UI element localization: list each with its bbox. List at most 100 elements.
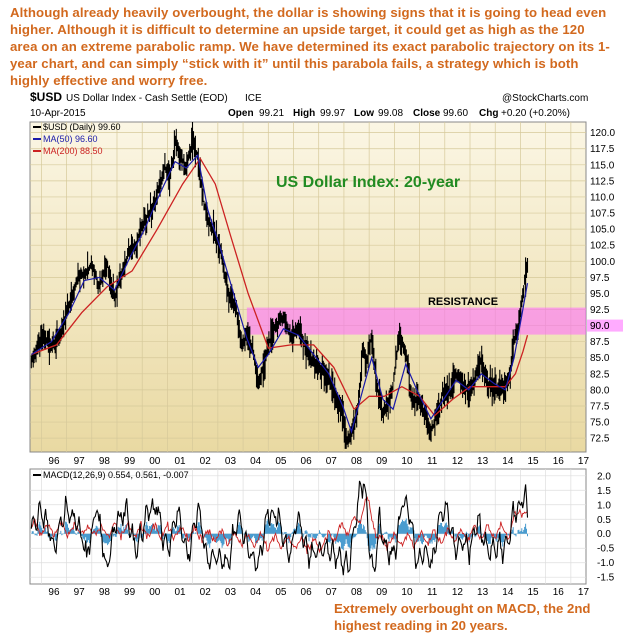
x-tick-label: 97: [74, 456, 86, 467]
macd-x-tick-label: 13: [477, 587, 489, 598]
footnote-text: Extremely overbought on MACD, the 2nd hi…: [334, 601, 591, 633]
macd-x-tick-label: 12: [452, 587, 464, 598]
y-tick-label: 115.0: [590, 160, 615, 171]
macd-x-tick-label: 00: [149, 587, 161, 598]
low-label: Low: [354, 108, 374, 119]
chart-title: US Dollar Index: 20-year: [276, 174, 460, 191]
x-tick-label: 98: [99, 456, 111, 467]
date-label: 10-Apr-2015: [30, 108, 86, 119]
close-label: Close: [413, 108, 441, 119]
x-tick-label: 00: [149, 456, 161, 467]
x-tick-label: 01: [174, 456, 186, 467]
x-tick-label: 02: [200, 456, 212, 467]
y-tick-label: 72.5: [590, 434, 610, 445]
macd-x-tick-label: 99: [124, 587, 136, 598]
macd-x-tick-label: 08: [351, 587, 363, 598]
y-tick-label: 85.0: [590, 353, 610, 364]
macd-x-tick-label: 02: [200, 587, 212, 598]
x-tick-label: 15: [527, 456, 539, 467]
x-tick-label: 04: [250, 456, 262, 467]
macd-x-tick-label: 10: [401, 587, 413, 598]
ma200-line: [31, 157, 529, 417]
exchange-label: ICE: [245, 93, 262, 104]
x-tick-label: 10: [401, 456, 413, 467]
macd-y-tick-label: 2.0: [597, 471, 611, 482]
macd-legend-label: MACD(12,26,9) 0.554, 0.561, -0.007: [43, 470, 189, 480]
x-tick-label: 07: [326, 456, 338, 467]
x-tick-label: 09: [376, 456, 388, 467]
close-value: 99.60: [443, 108, 468, 119]
macd-x-tick-label: 03: [225, 587, 237, 598]
macd-x-tick-label: 97: [74, 587, 86, 598]
macd-panel: -1.5 -1.0 -0.5 0.0 0.5 1.0 1.5 2.0 96 97 98 99 00 01…: [29, 468, 615, 598]
y-tick-label: 110.0: [590, 192, 615, 203]
y-tick-label: 120.0: [590, 128, 615, 139]
macd-panel-background: [29, 468, 587, 585]
macd-x-tick-label: 96: [48, 587, 60, 598]
y-tick-label: 105.0: [590, 225, 615, 236]
y-tick-label: 107.5: [590, 209, 615, 220]
y-tick-label: 117.5: [590, 144, 615, 155]
y-tick-label: 100.0: [590, 257, 615, 268]
macd-x-tick-label: 06: [301, 587, 313, 598]
x-tick-label: 16: [553, 456, 565, 467]
macd-x-tick-label: 04: [250, 587, 262, 598]
open-label: Open: [228, 108, 254, 119]
chg-label: Chg: [479, 108, 498, 119]
price-panel-background: [29, 121, 587, 453]
last-value-tag-label: 90.0: [590, 321, 610, 332]
last-value-tag: [587, 319, 623, 332]
open-value: 99.21: [259, 108, 284, 119]
y-tick-label: 87.5: [590, 337, 610, 348]
caption-text: Although already heavily overbought, the…: [10, 5, 610, 88]
low-value: 99.08: [378, 108, 403, 119]
high-label: High: [293, 108, 315, 119]
x-tick-label: 17: [578, 456, 590, 467]
x-tick-label: 08: [351, 456, 363, 467]
high-value: 99.97: [320, 108, 345, 119]
x-tick-label: 11: [427, 456, 438, 467]
macd-x-tick-label: 16: [553, 587, 565, 598]
macd-x-tick-label: 11: [427, 587, 438, 598]
x-tick-label: 12: [452, 456, 464, 467]
macd-x-tick-label: 17: [578, 587, 590, 598]
x-tick-label: 03: [225, 456, 237, 467]
y-tick-label: 75.0: [590, 418, 610, 429]
macd-y-tick-label: 0.0: [597, 529, 611, 540]
index-name-label: US Dollar Index - Cash Settle (EOD): [66, 93, 228, 104]
x-tick-label: 06: [301, 456, 313, 467]
macd-y-tick-label: -0.5: [597, 544, 615, 555]
macd-y-tick-label: -1.0: [597, 558, 615, 569]
y-tick-label: 82.5: [590, 369, 610, 380]
y-tick-label: 92.5: [590, 305, 610, 316]
y-tick-label: 77.5: [590, 401, 610, 412]
macd-x-tick-label: 05: [275, 587, 287, 598]
macd-y-tick-label: 0.5: [597, 515, 611, 526]
macd-x-tick-label: 09: [376, 587, 388, 598]
macd-x-tick-label: 14: [502, 587, 514, 598]
x-tick-label: 96: [48, 456, 60, 467]
macd-signal-line: [30, 496, 528, 554]
y-tick-label: 112.5: [590, 176, 615, 187]
macd-y-tick-label: -1.5: [597, 573, 615, 584]
watermark-label: @StockCharts.com: [502, 93, 588, 104]
x-tick-label: 13: [477, 456, 489, 467]
macd-line: [30, 480, 529, 576]
x-tick-label: 05: [275, 456, 287, 467]
macd-y-tick-label: 1.5: [597, 486, 611, 497]
y-tick-label: 80.0: [590, 385, 610, 396]
resistance-label: RESISTANCE: [428, 296, 498, 308]
x-tick-label: 14: [502, 456, 514, 467]
y-tick-label: 97.5: [590, 273, 610, 284]
legend-label: MA(50) 96.60: [43, 134, 98, 144]
macd-y-tick-label: 1.0: [597, 500, 611, 511]
macd-x-tick-label: 01: [174, 587, 186, 598]
resistance-band: [246, 307, 586, 335]
macd-x-tick-label: 15: [527, 587, 539, 598]
y-tick-label: 102.5: [590, 241, 615, 252]
legend-label: MA(200) 88.50: [43, 146, 103, 156]
price-panel: RESISTANCE 72.5 75.0 77.5 80.0 82.5 85.0 87.5 9…: [29, 121, 623, 467]
ma50-line: [30, 153, 529, 434]
symbol-label: $USD: [30, 90, 62, 104]
